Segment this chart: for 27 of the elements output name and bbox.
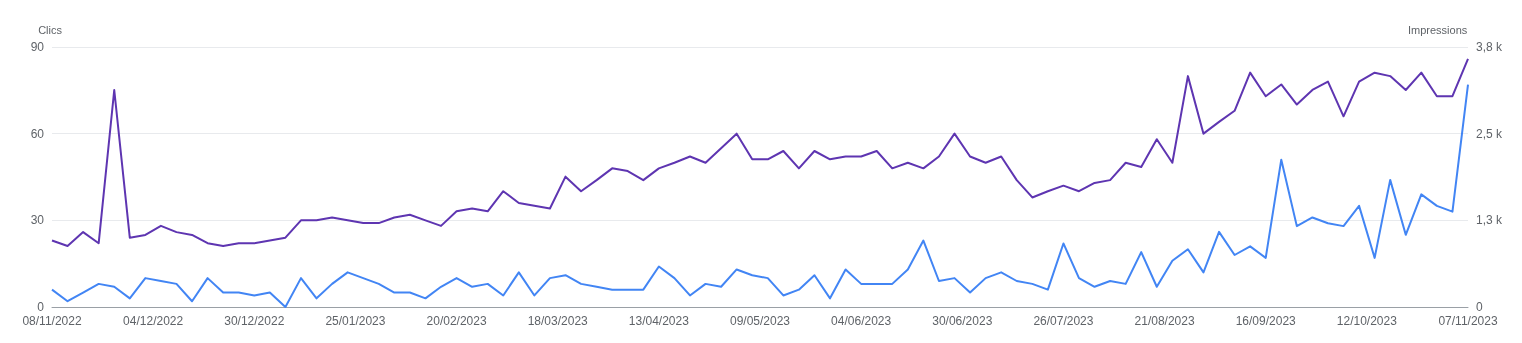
y2-tick-label: 0 — [1476, 300, 1483, 314]
y-tick-label: 60 — [30, 126, 45, 141]
y-tick-label: 0 — [37, 300, 45, 314]
x-tick-label: 26/07/2023 — [1033, 314, 1094, 328]
x-tick-label: 25/01/2023 — [325, 314, 386, 328]
y2-tick-label: 3,8 k — [1476, 40, 1504, 54]
x-tick-label: 12/10/2023 — [1336, 314, 1398, 328]
line-series — [51, 57, 1469, 247]
line-series — [51, 83, 1469, 308]
x-tick-label: 18/03/2023 — [527, 314, 589, 328]
y-tick-label: 90 — [30, 40, 45, 54]
x-tick-label: 30/12/2022 — [224, 314, 285, 328]
x-tick-label: 04/06/2023 — [831, 314, 892, 328]
x-tick-label: 08/11/2022 — [22, 314, 82, 328]
x-tick-label: 07/11/2023 — [1438, 314, 1498, 328]
x-tick-label: 21/08/2023 — [1134, 314, 1195, 328]
x-tick-label: 20/02/2023 — [426, 314, 487, 328]
y-tick-label: 30 — [30, 213, 45, 228]
x-tick-label: 04/12/2022 — [123, 314, 184, 328]
x-tick-label: 09/05/2023 — [729, 314, 791, 328]
x-tick-label: 16/09/2023 — [1235, 314, 1297, 328]
y2-axis-title: Impressions — [1408, 23, 1468, 36]
x-tick-label: 30/06/2023 — [932, 314, 993, 328]
y2-tick-label: 1,3 k — [1476, 213, 1504, 228]
x-tick-label: 13/04/2023 — [628, 314, 690, 328]
y-axis-title: Clics — [38, 23, 63, 36]
y2-tick-label: 2,5 k — [1476, 126, 1504, 141]
